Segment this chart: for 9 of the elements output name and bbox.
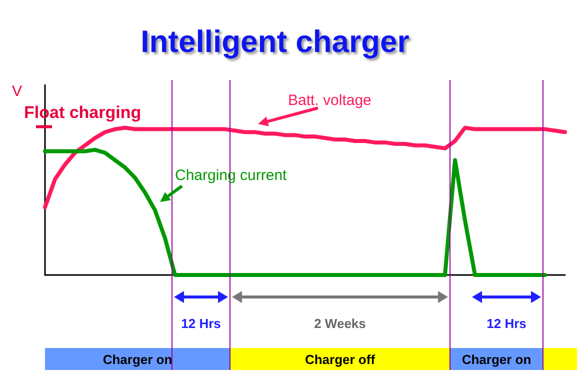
series-label: Batt. voltage — [288, 92, 372, 109]
text: Charger off — [304, 352, 376, 367]
text: 2 Weeks — [314, 316, 366, 331]
y-axis-title: V — [12, 83, 22, 100]
text: 12 Hrs — [486, 316, 526, 331]
text: Charger on — [462, 352, 532, 367]
text: 12 Hrs — [181, 316, 221, 331]
text: Charger on — [102, 352, 172, 367]
chart-title: Intelligent charger — [140, 24, 410, 59]
